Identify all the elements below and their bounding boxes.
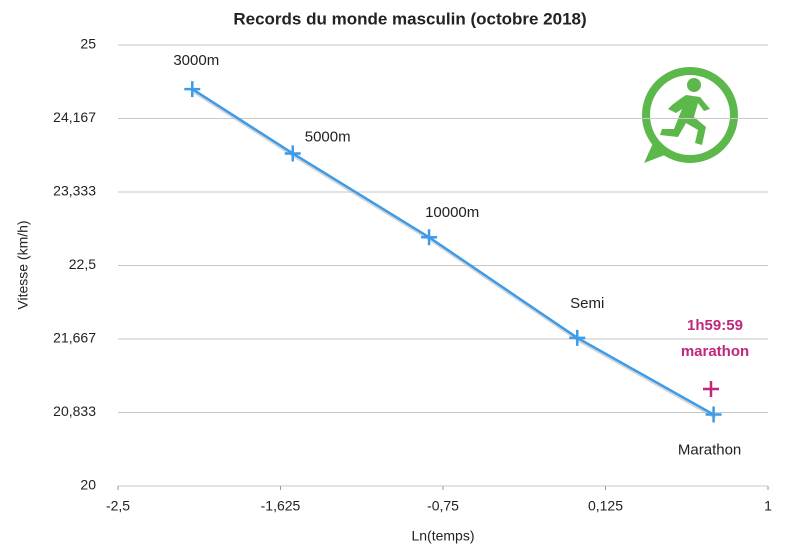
y-tick-label: 21,667 (53, 330, 96, 346)
y-axis-label: Vitesse (km/h) (15, 220, 31, 309)
point-label: 5000m (305, 128, 351, 145)
x-axis-label: Ln(temps) (411, 528, 474, 544)
y-tick-label: 24,167 (53, 109, 96, 125)
point-label: 10000m (425, 204, 479, 221)
x-tick-label: -0,75 (427, 498, 459, 514)
point (421, 229, 438, 246)
y-tick-label: 25 (80, 36, 96, 52)
annotation-point (702, 380, 719, 397)
line (191, 88, 715, 416)
point (284, 145, 301, 162)
y-tick-label: 20 (80, 477, 96, 493)
y-tick-label: 22,5 (69, 256, 96, 272)
point (569, 329, 586, 346)
point (705, 406, 722, 423)
x-tick-label: -1,625 (261, 498, 301, 514)
y-tick-label: 20,833 (53, 403, 96, 419)
point-label: Marathon (678, 442, 741, 459)
point-label: 3000m (173, 52, 219, 69)
annotation-label: 1h59:59 (687, 317, 743, 334)
x-tick-label: -2,5 (106, 498, 130, 514)
logo (642, 67, 738, 163)
x-tick-label: 1 (764, 498, 772, 514)
point-label: Semi (570, 295, 604, 312)
line-shadow (193, 90, 717, 419)
y-tick-label: 23,333 (53, 183, 96, 199)
annotation-label: marathon (681, 343, 749, 360)
point (184, 81, 201, 98)
x-tick-label: 0,125 (588, 498, 623, 514)
chart-title: Records du monde masculin (octobre 2018) (233, 9, 586, 28)
